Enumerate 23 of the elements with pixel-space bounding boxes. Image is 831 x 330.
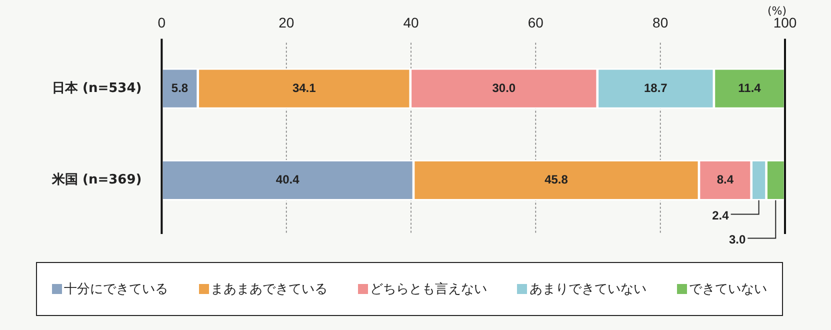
data-label: 18.7 [644, 80, 668, 95]
legend-label: まあまあできている [210, 281, 328, 298]
legend-label: 十分にできている [64, 281, 168, 298]
x-tick-label: 40 [403, 14, 420, 30]
data-label: 5.8 [171, 80, 188, 95]
x-tick-label: 80 [652, 14, 668, 30]
y-tick-label: 米国 (n=369) [50, 172, 142, 188]
x-tick-label: 60 [528, 14, 544, 30]
x-tick-label: 0 [158, 14, 166, 30]
legend-label: あまりできていない [529, 281, 646, 298]
legend-label: できていない [688, 281, 767, 298]
data-label: 40.4 [276, 172, 300, 187]
data-label: 11.4 [738, 80, 762, 95]
x-tick-label: 20 [278, 14, 294, 30]
data-label: 30.0 [492, 80, 516, 95]
data-label: 2.4 [712, 208, 730, 223]
data-label: 3.0 [728, 232, 746, 247]
data-label: 34.1 [292, 80, 316, 95]
x-axis-title: (%) [767, 4, 787, 18]
legend-label: どちらとも言えない [370, 281, 487, 298]
data-label: 8.4 [716, 172, 734, 187]
data-label: 45.8 [544, 172, 568, 187]
y-tick-label: 日本 (n=534) [52, 80, 142, 96]
